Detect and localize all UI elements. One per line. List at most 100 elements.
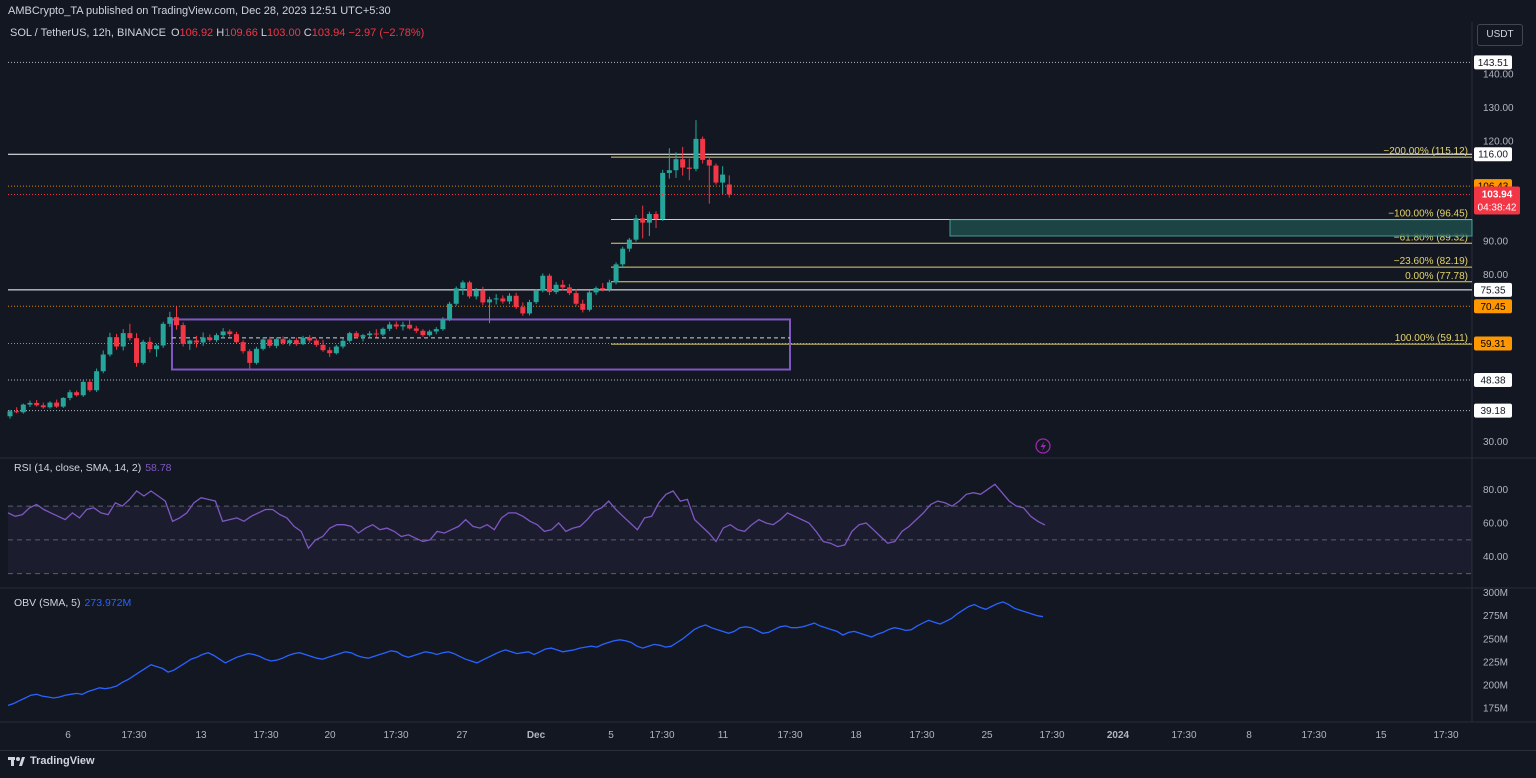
candle-body [100, 354, 106, 372]
candle-body [127, 333, 133, 339]
time-tick-label: 6 [65, 730, 71, 741]
time-tick-label: 13 [195, 730, 207, 741]
candle-body [713, 165, 719, 183]
candle-body [327, 350, 333, 354]
candle-body [134, 338, 140, 363]
rsi-tick-label: 80.00 [1483, 485, 1508, 496]
candle-body [313, 340, 319, 345]
currency-button[interactable]: USDT [1477, 24, 1523, 46]
candle-body [680, 159, 686, 168]
level-price-tag-text: 116.00 [1478, 150, 1508, 161]
candle-body [347, 333, 353, 341]
candle-body [293, 340, 299, 345]
candle-body [333, 346, 339, 354]
candle-body [220, 331, 226, 336]
candle-body [420, 330, 426, 336]
high-value: 109.66 [224, 27, 258, 39]
candle-body [726, 184, 732, 195]
lightning-icon [1035, 438, 1051, 454]
candle-body [720, 174, 726, 183]
candle-body [646, 213, 652, 223]
candle-body [267, 339, 273, 346]
close-value: 103.94 [311, 27, 346, 39]
rsi-tick-label: 60.00 [1483, 519, 1508, 530]
candle-body [613, 264, 619, 283]
level-price-tag [1474, 336, 1512, 351]
candle-body [553, 284, 559, 293]
fib-level-label: −23.60% (82.19) [1394, 256, 1468, 267]
candle-body [67, 392, 73, 398]
candle-body [686, 167, 692, 169]
change-value: −2.97 (−2.78%) [348, 27, 425, 39]
candle-body [433, 329, 439, 332]
candle-body [487, 299, 493, 303]
candle-body [87, 381, 93, 391]
candle-body [154, 345, 160, 350]
obv-legend[interactable]: OBV (SMA, 5) 273.972M [14, 597, 131, 609]
candle-body [453, 288, 459, 304]
low-value: 103.00 [267, 27, 301, 39]
time-tick-label: 11 [718, 730, 729, 741]
candle-body [80, 381, 86, 396]
candle-body [34, 402, 40, 406]
candle-body [193, 340, 199, 343]
time-tick-label: 5 [608, 730, 614, 741]
last-price-countdown: 04:38:42 [1478, 202, 1517, 213]
tradingview-logo[interactable]: TradingView [8, 755, 95, 767]
candle-body [413, 328, 419, 331]
candle-body [387, 324, 393, 329]
obv-tick-label: 200M [1483, 681, 1508, 692]
candle-body [500, 298, 506, 302]
time-tick-label: 8 [1246, 730, 1252, 741]
candle-body [373, 333, 379, 335]
symbol-name[interactable]: SOL / TetherUS, 12h, BINANCE [10, 27, 166, 39]
level-price-tag-text: 39.18 [1480, 406, 1505, 417]
candle-body [27, 402, 33, 405]
candle-body [227, 331, 233, 335]
time-tick-label: 17:30 [121, 730, 146, 741]
candle-body [307, 337, 313, 341]
fib-level-label: −61.80% (89.32) [1394, 232, 1468, 243]
price-tick-label: 30.00 [1483, 437, 1508, 448]
candle-body [633, 218, 639, 240]
candle-body [174, 317, 179, 326]
candle-body [47, 402, 53, 408]
symbol-legend: SOL / TetherUS, 12h, BINANCE O106.92 H10… [10, 27, 424, 39]
rsi-legend[interactable]: RSI (14, close, SMA, 14, 2) 58.78 [14, 462, 172, 474]
candle-body [606, 282, 612, 290]
time-tick-label: 15 [1375, 730, 1387, 741]
candle-body [467, 282, 473, 297]
candle-body [653, 213, 659, 219]
candle-body [407, 324, 413, 329]
candle-body [427, 331, 433, 336]
low-label: L [260, 27, 268, 39]
candle-body [526, 302, 532, 314]
candle-body [447, 303, 453, 320]
level-price-tag-text: 59.31 [1480, 339, 1505, 350]
candle-body [94, 371, 100, 391]
last-price-tag [1474, 186, 1520, 215]
candle-body [120, 333, 126, 347]
candle-body [513, 295, 519, 308]
price-tick-label: 120.00 [1483, 136, 1514, 147]
candle-body [207, 337, 213, 341]
obv-tick-label: 250M [1483, 634, 1508, 645]
level-price-tag [1474, 55, 1512, 70]
price-tick-label: 80.00 [1483, 270, 1508, 281]
candle-body [7, 411, 13, 417]
obv-tick-label: 225M [1483, 657, 1508, 668]
level-price-tag [1474, 403, 1512, 418]
price-tick-label: 130.00 [1483, 103, 1514, 114]
candle-body [573, 293, 579, 304]
time-tick-label: 18 [850, 730, 862, 741]
time-tick-label: 17:30 [1039, 730, 1064, 741]
level-price-tag-text: 75.35 [1480, 285, 1505, 296]
lightning-icon-ring [1035, 438, 1051, 454]
open-label: O [170, 27, 180, 39]
candle-body [700, 138, 706, 160]
tradingview-logo-text: TradingView [30, 755, 95, 767]
fib-level-label: −100.00% (96.45) [1388, 208, 1468, 219]
candle-body [353, 333, 359, 337]
